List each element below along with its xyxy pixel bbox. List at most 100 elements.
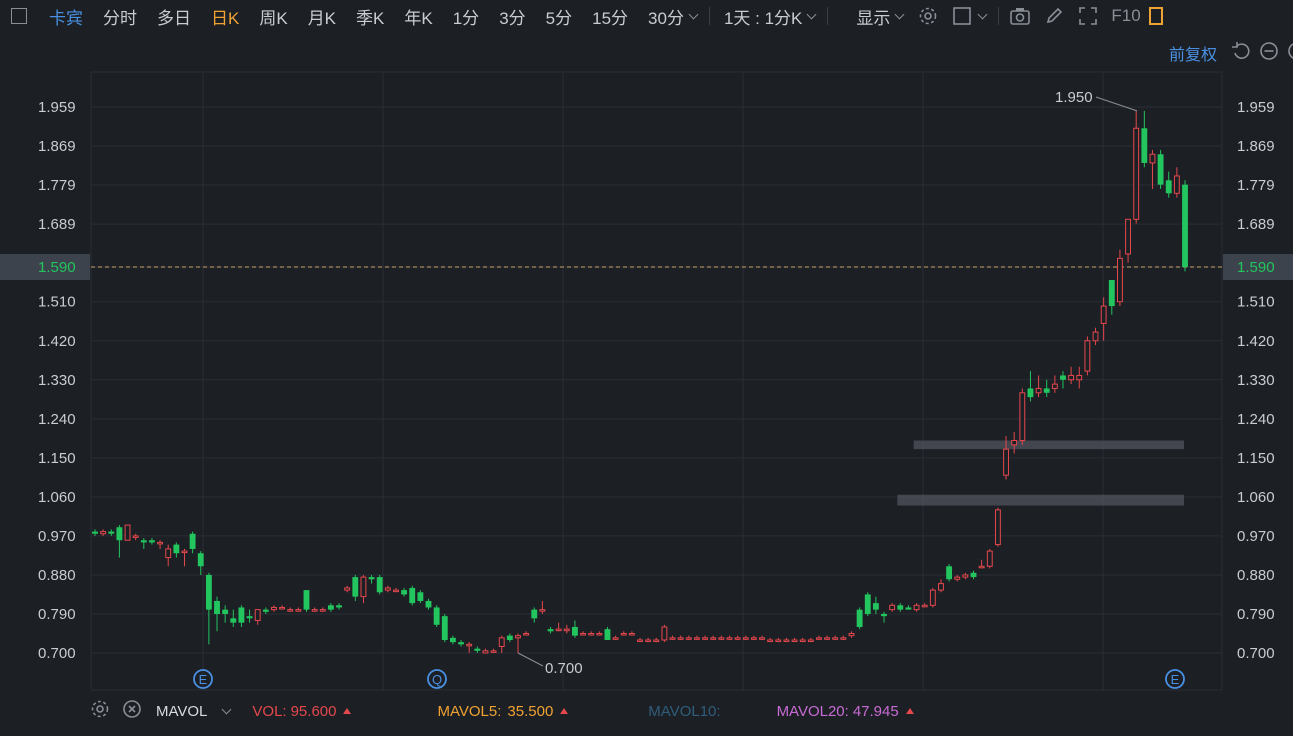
y-tick-label-right: 0.700 xyxy=(1237,645,1275,662)
candle xyxy=(1019,388,1026,445)
candle xyxy=(921,603,928,608)
candle xyxy=(889,603,896,612)
candle-body xyxy=(1027,388,1034,398)
y-tick-label-right: 0.880 xyxy=(1237,567,1275,584)
candle-body xyxy=(881,613,887,617)
display-menu[interactable]: 显示 xyxy=(856,8,891,28)
tab-yearly-k[interactable]: 年K xyxy=(404,8,433,28)
sidebar-toggle-icon[interactable] xyxy=(11,8,27,24)
price-zone-bar xyxy=(897,494,1184,506)
tab-1min[interactable]: 1分 xyxy=(452,8,480,28)
tab-3min[interactable]: 3分 xyxy=(499,8,526,28)
candle xyxy=(539,600,546,614)
volume-indicator-bar: MAVOL VOL: 95.600 MAVOL5: 35.500 MAVOL10… xyxy=(90,697,914,725)
undo-icon[interactable] xyxy=(1231,41,1251,66)
interval-chevron-icon[interactable] xyxy=(806,9,817,19)
candle-body xyxy=(978,565,985,569)
candle-body xyxy=(230,618,237,623)
candle-body xyxy=(994,509,1001,546)
indicator-chevron-icon[interactable] xyxy=(221,704,232,714)
candle-body xyxy=(92,531,98,534)
candle-body xyxy=(344,587,351,591)
high-price-label: 1.950 xyxy=(1055,89,1093,106)
more-periods-chevron-icon[interactable] xyxy=(688,9,699,19)
candle-body xyxy=(1068,374,1075,381)
tab-daily-k[interactable]: 日K xyxy=(211,8,240,28)
indicator-settings-gear-icon[interactable] xyxy=(90,699,110,723)
candle xyxy=(425,598,432,610)
candle-body xyxy=(393,589,399,593)
indicator-name[interactable]: MAVOL xyxy=(156,702,208,720)
panel-toggle-icon[interactable] xyxy=(1148,7,1163,25)
tab-5min[interactable]: 5分 xyxy=(545,8,573,28)
candle xyxy=(824,635,831,640)
tab-intraday[interactable]: 分时 xyxy=(103,8,137,28)
candle xyxy=(588,631,595,636)
vol-value: 95.600 xyxy=(290,702,337,720)
stock-name[interactable]: 卡宾 xyxy=(49,8,83,28)
tab-monthly-k[interactable]: 月K xyxy=(307,8,337,28)
display-chevron-icon[interactable] xyxy=(894,9,905,19)
zoom-in-icon[interactable] xyxy=(1287,41,1293,66)
settings-gear-icon[interactable] xyxy=(917,5,939,27)
candle xyxy=(92,529,98,536)
event-marker-icon[interactable]: E xyxy=(1165,669,1185,689)
candle xyxy=(1092,327,1099,346)
chart-subbar: 前复权 xyxy=(1169,40,1293,66)
candle-body xyxy=(1149,153,1156,164)
indicator-close-icon[interactable] xyxy=(122,699,142,723)
candle-body xyxy=(913,604,920,611)
candle-body xyxy=(409,587,416,604)
candle-body xyxy=(205,574,212,610)
tab-weekly-k[interactable]: 周K xyxy=(259,8,288,28)
camera-icon[interactable] xyxy=(1009,5,1031,27)
candle-body xyxy=(637,639,643,642)
candle xyxy=(254,609,261,625)
candle-body xyxy=(783,639,790,642)
tab-30min[interactable]: 30分 xyxy=(648,8,684,28)
candle xyxy=(482,648,489,654)
event-marker-icon[interactable]: E xyxy=(193,669,213,689)
candle xyxy=(620,631,627,636)
candle-body xyxy=(824,637,831,640)
candle xyxy=(661,624,668,643)
event-marker-icon[interactable]: Q xyxy=(427,669,447,689)
square-select-icon[interactable] xyxy=(951,5,973,27)
y-tick-label-left: 1.959 xyxy=(38,99,76,116)
event-marker-label: Q xyxy=(432,672,442,687)
fullscreen-icon[interactable] xyxy=(1077,5,1099,27)
candle xyxy=(222,605,229,623)
y-tick-label-left: 0.880 xyxy=(38,567,76,584)
candle-body xyxy=(531,609,538,619)
f10-button[interactable]: F10 xyxy=(1111,6,1141,25)
candle xyxy=(523,631,530,636)
candle xyxy=(994,507,1001,547)
candle-body xyxy=(954,576,961,580)
candle-body xyxy=(588,632,595,636)
candle xyxy=(466,642,473,653)
zoom-out-icon[interactable] xyxy=(1259,41,1279,66)
y-tick-label-right: 1.240 xyxy=(1237,411,1275,428)
pen-draw-icon[interactable] xyxy=(1043,5,1065,27)
candle-body xyxy=(710,637,717,640)
adjust-mode-button[interactable]: 前复权 xyxy=(1168,47,1217,64)
candle xyxy=(1116,249,1123,307)
tab-quarterly-k[interactable]: 季K xyxy=(356,8,385,28)
y-tick-label-left: 1.869 xyxy=(38,138,76,155)
candle-body xyxy=(360,576,367,598)
current-price-tag-right xyxy=(1223,254,1293,281)
candle xyxy=(734,635,741,640)
candle-body xyxy=(376,577,383,593)
tab-15min[interactable]: 15分 xyxy=(592,8,629,28)
tab-multi-day[interactable]: 多日 xyxy=(157,8,191,28)
square-select-chevron-icon[interactable] xyxy=(977,9,988,19)
candle-body xyxy=(970,572,977,578)
candle xyxy=(1035,375,1042,398)
candle-body xyxy=(458,642,464,645)
candle-body xyxy=(433,607,440,625)
interval-select[interactable]: 1天 : 1分K xyxy=(723,8,803,28)
candle-body xyxy=(734,637,741,640)
candle-body xyxy=(157,541,164,545)
candle-body xyxy=(702,637,709,640)
